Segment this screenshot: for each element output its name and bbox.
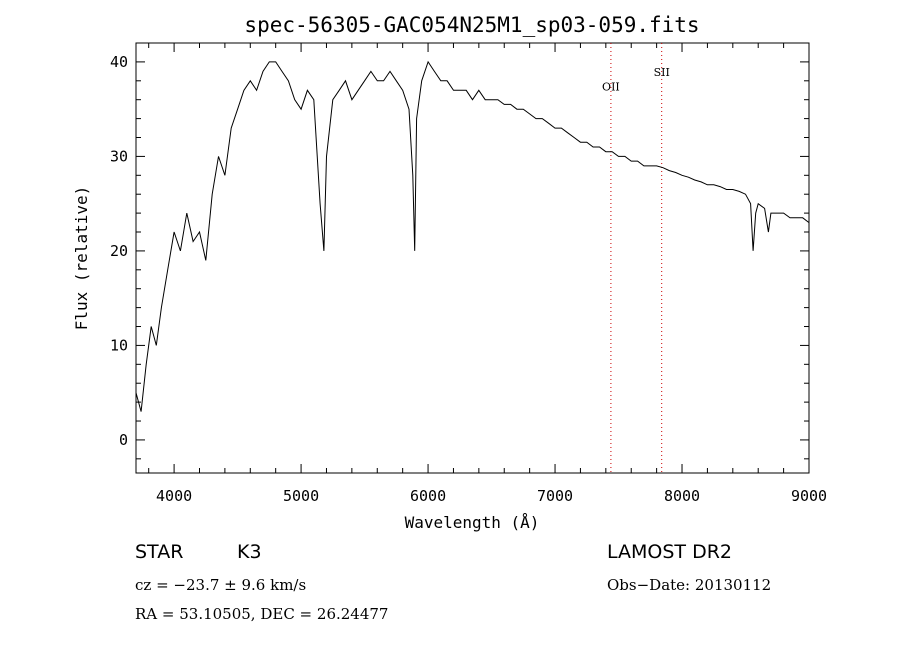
- y-tick-label: 30: [110, 147, 128, 165]
- coordinates: RA = 53.10505, DEC = 26.24477: [135, 605, 389, 623]
- x-tick-label: 7000: [537, 487, 573, 505]
- redshift-velocity: cz = −23.7 ± 9.6 km/s: [135, 576, 307, 594]
- plot-frame: [135, 42, 810, 474]
- x-tick-label: 5000: [283, 487, 319, 505]
- observation-date: Obs−Date: 20130112: [607, 576, 772, 594]
- chart-title: spec-56305-GAC054N25M1_sp03-059.fits: [244, 13, 699, 37]
- line-marker-label: OII: [602, 80, 620, 93]
- spectrum-series: [135, 60, 810, 412]
- x-tick-label: 9000: [791, 487, 827, 505]
- axis-ticks: 4000 5000 6000 7000 8000 9000 0 10 20 30 40: [110, 42, 827, 505]
- y-tick-label: 20: [110, 242, 128, 260]
- x-axis-label: Wavelength (Å): [405, 513, 540, 532]
- line-marker-label: SII: [654, 66, 670, 79]
- spectrum-line: [135, 60, 810, 412]
- y-axis-label: Flux (relative): [72, 186, 91, 331]
- x-tick-label: 6000: [410, 487, 446, 505]
- survey-name: LAMOST DR2: [607, 541, 732, 563]
- x-tick-label: 8000: [664, 487, 700, 505]
- x-tick-label: 4000: [156, 487, 192, 505]
- emission-line-markers: OII SII: [602, 43, 670, 473]
- y-tick-label: 0: [119, 431, 128, 449]
- object-class: STAR: [135, 541, 184, 563]
- y-tick-label: 40: [110, 53, 128, 71]
- plot-border: [135, 42, 810, 474]
- object-subclass: K3: [237, 541, 262, 563]
- y-tick-label: 10: [110, 336, 128, 354]
